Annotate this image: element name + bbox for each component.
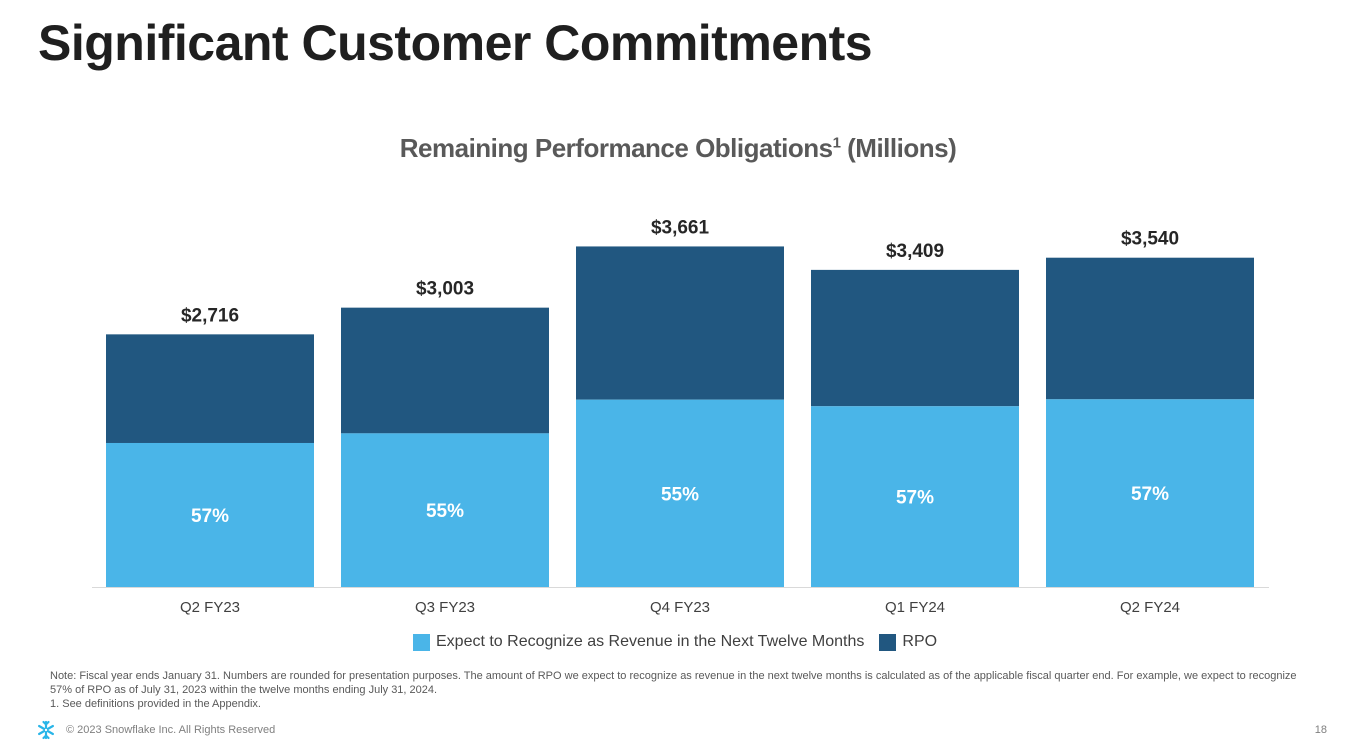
- total-label-1: $3,003: [416, 279, 474, 300]
- footer: © 2023 Snowflake Inc. All Rights Reserve…: [36, 718, 275, 742]
- percent-label-2: 55%: [661, 484, 699, 505]
- percent-label-4: 57%: [1131, 484, 1169, 505]
- bar-ntm-2: [576, 399, 784, 587]
- total-label-4: $3,540: [1121, 229, 1179, 250]
- slide-title: Significant Customer Commitments: [38, 15, 873, 71]
- chart-title-superscript: 1: [832, 134, 841, 152]
- percent-label-1: 55%: [426, 501, 464, 522]
- legend-swatch-ntm: [413, 633, 430, 651]
- chart-legend: Expect to Recognize as Revenue in the Ne…: [413, 632, 937, 652]
- chart-title: Remaining Performance Obligations1 (Mill…: [0, 133, 1345, 164]
- x-tick-label-4: Q2 FY24: [1120, 599, 1180, 616]
- bar-rpo-1: [341, 307, 549, 434]
- definitions-footnote: 1. See definitions provided in the Appen…: [50, 698, 261, 710]
- bar-rpo-3: [811, 269, 1019, 407]
- legend-item-rpo: RPO: [879, 633, 937, 651]
- bar-rpo-0: [106, 334, 314, 443]
- bar-ntm-1: [341, 433, 549, 587]
- fiscal-note: Note: Fiscal year ends January 31. Numbe…: [50, 670, 1297, 696]
- chart-title-main: Remaining Performance Obligations: [399, 133, 833, 163]
- legend-item-ntm: Expect to Recognize as Revenue in the Ne…: [413, 633, 864, 651]
- bar-ntm-3: [811, 406, 1019, 587]
- percent-label-3: 57%: [896, 488, 934, 509]
- bar-rpo-4: [1046, 257, 1254, 400]
- legend-label-rpo: RPO: [902, 633, 938, 650]
- bar-ntm-0: [106, 442, 314, 587]
- total-label-0: $2,716: [181, 305, 239, 326]
- legend-swatch-rpo: [879, 633, 897, 651]
- footnote-block: Note: Fiscal year ends January 31. Numbe…: [50, 669, 1320, 711]
- legend-label-ntm: Expect to Recognize as Revenue in the Ne…: [436, 633, 865, 650]
- copyright-text: © 2023 Snowflake Inc. All Rights Reserve…: [66, 724, 276, 736]
- total-label-3: $3,409: [886, 241, 944, 262]
- snowflake-logo-icon: [37, 720, 55, 740]
- bar-ntm-4: [1046, 399, 1254, 587]
- x-tick-label-3: Q1 FY24: [885, 599, 945, 616]
- chart-title-suffix: (Millions): [847, 133, 957, 163]
- page-number: 18: [1314, 724, 1327, 736]
- x-tick-label-1: Q3 FY23: [415, 599, 475, 616]
- percent-label-0: 57%: [191, 506, 229, 527]
- x-tick-label-0: Q2 FY23: [180, 599, 240, 616]
- total-label-2: $3,661: [651, 217, 710, 238]
- x-tick-label-2: Q4 FY23: [650, 599, 710, 616]
- bar-rpo-2: [576, 246, 784, 400]
